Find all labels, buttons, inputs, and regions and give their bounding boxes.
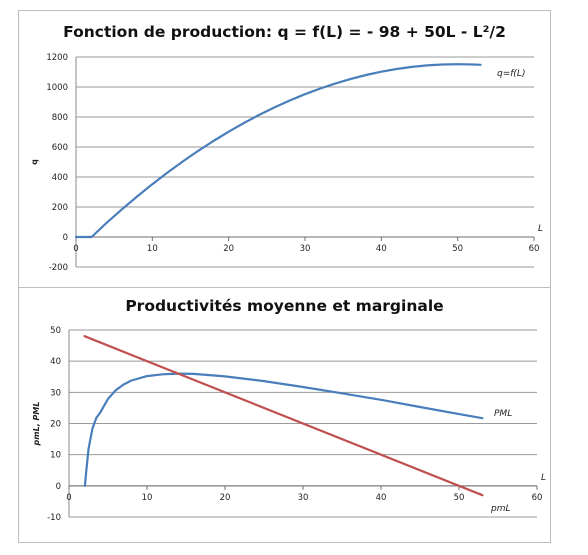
y-axis-title: pmL, PML [32,402,41,447]
series-label: PML [494,409,512,419]
chart-title: Productivités moyenne et marginale [125,297,444,315]
x-tick-label: 50 [454,493,465,503]
y-tick-label: 0 [63,233,68,243]
x-tick-label: 50 [452,244,463,254]
x-tick-label: 20 [223,244,234,254]
x-tick-label: 20 [220,493,231,503]
x-tick-label: 60 [529,244,540,254]
y-tick-label: -200 [49,263,68,273]
y-tick-label: 400 [52,173,68,183]
x-axis-title: L [541,473,546,483]
y-tick-label: 40 [50,357,61,367]
x-axis-title: L [538,224,543,234]
y-tick-label: 1000 [46,83,68,93]
y-tick-label: 200 [52,203,68,213]
series-line-PML [83,372,484,487]
x-tick-label: 30 [298,493,309,503]
x-tick-label: 10 [147,244,158,254]
y-tick-label: 800 [52,113,68,123]
production-function-chart: Fonction de production: q = f(L) = - 98 … [18,10,551,293]
x-tick-label: 0 [66,493,71,503]
production-function-plot: -200 0 200 400 600 800 1000 1200 0 10 20 30 40 50 60 Lq… [30,53,543,273]
y-tick-label: -10 [47,513,61,523]
y-tick-label: 10 [50,451,61,461]
y-tick-label: 20 [50,420,61,430]
series-line-q=f(L) [74,63,482,239]
chart-title: Fonction de production: q = f(L) = - 98 … [63,23,506,41]
y-axis-title: q [30,159,39,165]
x-tick-label: 0 [73,244,78,254]
series-label: pmL [490,504,511,514]
productivity-chart: Productivités moyenne et marginale -10 0 1… [18,287,551,543]
y-tick-label: 30 [50,388,61,398]
x-tick-label: 40 [376,493,387,503]
x-tick-label: 10 [142,493,153,503]
y-tick-label: 50 [50,326,61,336]
x-tick-label: 60 [532,493,543,503]
y-tick-label: 1200 [46,53,68,63]
series-line-pmL [83,335,484,497]
series-label: q=f(L) [497,69,525,79]
y-tick-label: 0 [56,482,61,492]
x-tick-label: 30 [300,244,311,254]
y-tick-label: 600 [52,143,68,153]
x-tick-label: 40 [376,244,387,254]
